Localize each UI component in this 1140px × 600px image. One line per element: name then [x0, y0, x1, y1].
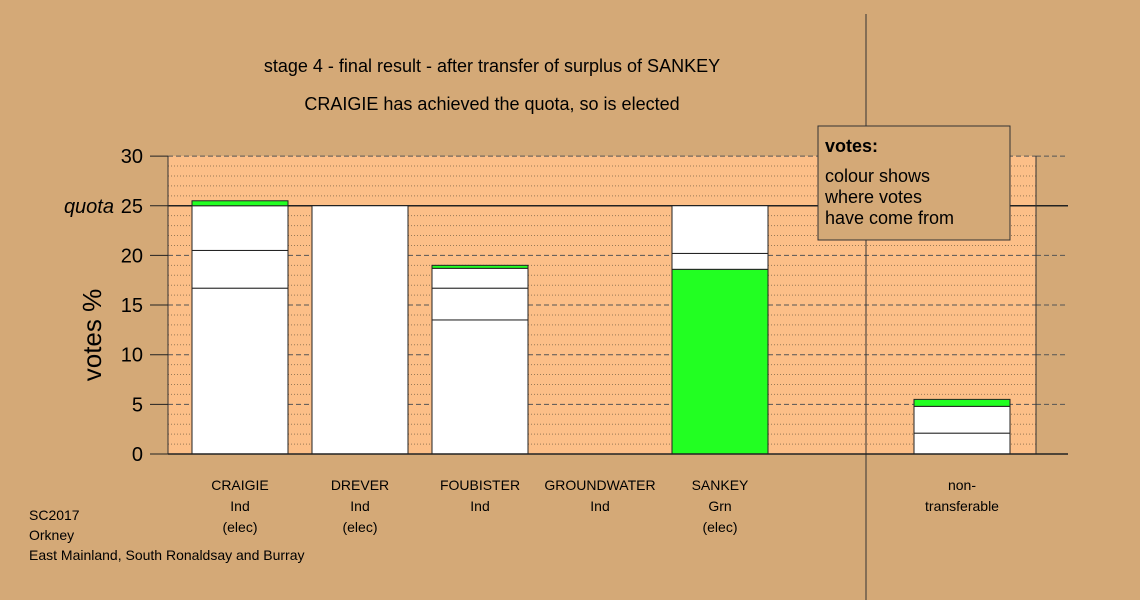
category-label: non-: [948, 477, 976, 493]
y-tick-label: 30: [121, 146, 143, 168]
y-tick-label: 10: [121, 345, 143, 367]
bar-segment: [431, 267, 529, 289]
footer-ward: East Mainland, South Ronaldsay and Burra…: [29, 547, 305, 563]
category-label: Ind: [590, 498, 609, 514]
category-label: (elec): [702, 519, 737, 535]
bar-segment: [431, 319, 529, 455]
category-label: FOUBISTER: [440, 477, 520, 493]
bar-segment: [311, 205, 409, 455]
bar-segment: [431, 287, 529, 321]
bar-segment: [913, 398, 1011, 407]
bars: CRAIGIE Ind (elec) DREVER Ind (elec) FOUBISTER…: [191, 200, 1011, 535]
chart-subtitle: CRAIGIE has achieved the quota, so is el…: [304, 94, 679, 114]
category-label: Grn: [708, 498, 731, 514]
category-label: SANKEY: [692, 477, 749, 493]
legend-line-3: have come from: [825, 208, 954, 228]
y-tick-label: 5: [132, 394, 143, 416]
bar-segment: [671, 252, 769, 270]
category-label: Ind: [470, 498, 489, 514]
category-label: CRAIGIE: [211, 477, 269, 493]
category-label: Ind: [230, 498, 249, 514]
bar-segment: [671, 205, 769, 254]
legend-line-1: colour shows: [825, 166, 930, 186]
y-tick-label: 25: [121, 196, 143, 218]
y-tick-label: 15: [121, 295, 143, 317]
category-label: (elec): [342, 519, 377, 535]
bar-segment: [431, 264, 529, 269]
legend-box: [817, 125, 1011, 241]
bar-segment: [191, 249, 289, 289]
category-label: GROUNDWATER: [544, 477, 655, 493]
bar-segment: [191, 205, 289, 251]
category-label: Ind: [350, 498, 369, 514]
bar-segment: [913, 405, 1011, 434]
chart-title: stage 4 - final result - after transfer …: [264, 56, 720, 76]
footer-election: SC2017: [29, 507, 80, 523]
legend-line-2: where votes: [824, 187, 922, 207]
category-label: transferable: [925, 498, 999, 514]
category-label: DREVER: [331, 477, 389, 493]
legend-title: votes:: [825, 136, 878, 156]
category-label: (elec): [222, 519, 257, 535]
y-tick-label: 20: [121, 245, 143, 267]
bar-segment: [913, 432, 1011, 455]
y-axis-label: votes %: [77, 289, 107, 382]
y-axis: 0 5 10 15 20 25 30: [121, 146, 1068, 466]
legend: votes: colour shows where votes have com…: [817, 125, 1011, 241]
bar-segment: [191, 287, 289, 455]
y-tick-label: 0: [132, 444, 143, 466]
footer-council: Orkney: [29, 527, 75, 543]
bar-segment: [191, 200, 289, 207]
bar-segment: [671, 268, 769, 455]
quota-label: quota: [64, 196, 114, 218]
